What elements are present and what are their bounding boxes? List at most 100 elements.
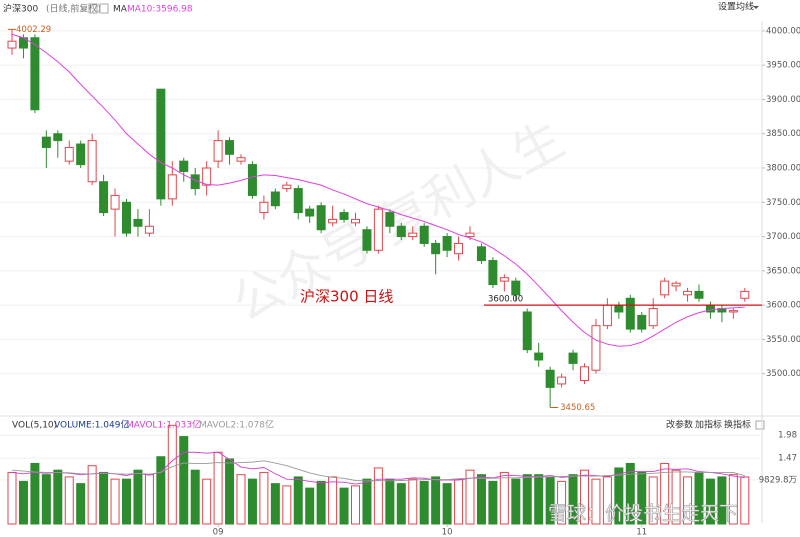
- mavol-line: [11, 460, 745, 482]
- candle-body: [133, 218, 143, 227]
- volume-bar: [488, 480, 498, 525]
- candle-body: [660, 280, 670, 296]
- candle-body: [408, 232, 418, 238]
- candle-body: [476, 246, 486, 262]
- candle-body: [442, 236, 452, 251]
- candle-body: [87, 140, 97, 183]
- chart-subtitle: (日线,前复权): [46, 3, 101, 15]
- volume-bar: [442, 483, 452, 525]
- candle-body: [557, 376, 567, 385]
- candle-body: [247, 164, 257, 196]
- y-tick-label: 3500.00: [766, 369, 800, 379]
- volume-bar: [431, 476, 441, 525]
- candle-body: [419, 225, 429, 244]
- volume-bar: [454, 478, 464, 525]
- y-tick-label: 3800.00: [766, 164, 800, 174]
- x-tick-label: 11: [636, 528, 647, 537]
- volume-bar: [499, 471, 509, 525]
- volume-bar: [30, 462, 40, 525]
- y-tick-label: 3950.00: [766, 61, 800, 71]
- volume-bar: [236, 474, 246, 525]
- candle-body: [648, 308, 658, 327]
- candle-body: [362, 229, 372, 251]
- volume-bar: [122, 478, 131, 525]
- indicator-label: MA: [113, 5, 128, 15]
- volume-bar: [259, 471, 269, 525]
- candle-body: [454, 242, 464, 255]
- candle-body: [270, 191, 280, 207]
- volume-bar: [465, 469, 475, 525]
- candle-body: [236, 157, 246, 162]
- toggle-icon[interactable]: [99, 3, 109, 14]
- ma-settings-button[interactable]: 设置均线: [718, 1, 754, 13]
- chart-title: 沪深300: [3, 3, 38, 15]
- legend-entry: MAVOL2:1.078亿: [199, 419, 274, 431]
- volume-bar: [270, 483, 280, 525]
- settings-icon[interactable]: [755, 420, 765, 430]
- y-tick-label: 9829.8万: [759, 475, 797, 485]
- candle-body: [431, 242, 441, 255]
- y-tick-label: 3700.00: [766, 232, 800, 242]
- volume-bar: [76, 483, 86, 525]
- help-icon[interactable]: [88, 3, 98, 14]
- candle-body: [683, 290, 693, 296]
- volume-bar: [202, 478, 212, 525]
- candle-body: [637, 314, 647, 330]
- legend-entry: MA10:3596.98: [127, 5, 193, 15]
- candle-body: [373, 208, 383, 251]
- volume-bar: [683, 476, 693, 525]
- y-tick-label: 3850.00: [766, 129, 800, 139]
- annotation: 沪深300 日线: [300, 288, 393, 306]
- volume-bar: [53, 469, 63, 525]
- volume-bar: [282, 485, 292, 525]
- candle-body: [167, 174, 177, 200]
- candle-body: [396, 225, 406, 238]
- candle-body: [30, 37, 40, 111]
- candle-body: [282, 184, 292, 190]
- volume-bar: [99, 471, 109, 525]
- candle-body: [99, 181, 109, 214]
- candle-body: [213, 140, 223, 162]
- volume-bar: [728, 474, 738, 525]
- candle-body: [305, 208, 315, 217]
- candle-body: [499, 277, 509, 282]
- add-indicator-button[interactable]: 加指标: [695, 419, 722, 431]
- volume-bar: [648, 476, 658, 525]
- volume-bar: [156, 456, 166, 525]
- candle-body: [339, 212, 349, 220]
- volume-bar: [18, 480, 28, 525]
- volume-bar: [717, 476, 727, 525]
- footer-watermark: 雪球：价投书生走天下: [548, 503, 738, 525]
- volume-bar: [705, 478, 715, 525]
- volume-bar: [511, 478, 521, 525]
- volume-bar: [625, 462, 635, 525]
- volume-bar: [476, 474, 486, 525]
- y-tick-label: 3550.00: [766, 335, 800, 345]
- candle-body: [522, 311, 532, 351]
- volume-bar: [64, 476, 74, 525]
- candle-body: [225, 140, 235, 155]
- volume-bar: [225, 458, 235, 525]
- switch-indicator-button[interactable]: 换指标: [724, 419, 751, 431]
- volume-bar: [351, 485, 360, 525]
- candle-body: [671, 282, 681, 287]
- volume-title: VOL(5,10): [12, 421, 57, 431]
- dropdown-icon[interactable]: [753, 6, 759, 9]
- volume-bar: [568, 474, 578, 525]
- volume-bar: [591, 478, 601, 525]
- candle-body: [7, 40, 17, 49]
- candle-body: [385, 212, 395, 227]
- volume-bar: [534, 474, 544, 525]
- candle-body: [625, 297, 635, 330]
- volume-bar: [362, 478, 372, 525]
- volume-bar: [7, 471, 17, 525]
- x-tick-label: 09: [213, 528, 224, 537]
- candle-body: [488, 260, 498, 286]
- candle-body: [545, 369, 555, 388]
- volume-bar: [293, 476, 303, 525]
- volume-bar: [179, 436, 189, 525]
- edit-params-button[interactable]: 改参数: [666, 419, 693, 431]
- y-tick-label: 3900.00: [766, 95, 800, 105]
- candle-body: [53, 133, 63, 142]
